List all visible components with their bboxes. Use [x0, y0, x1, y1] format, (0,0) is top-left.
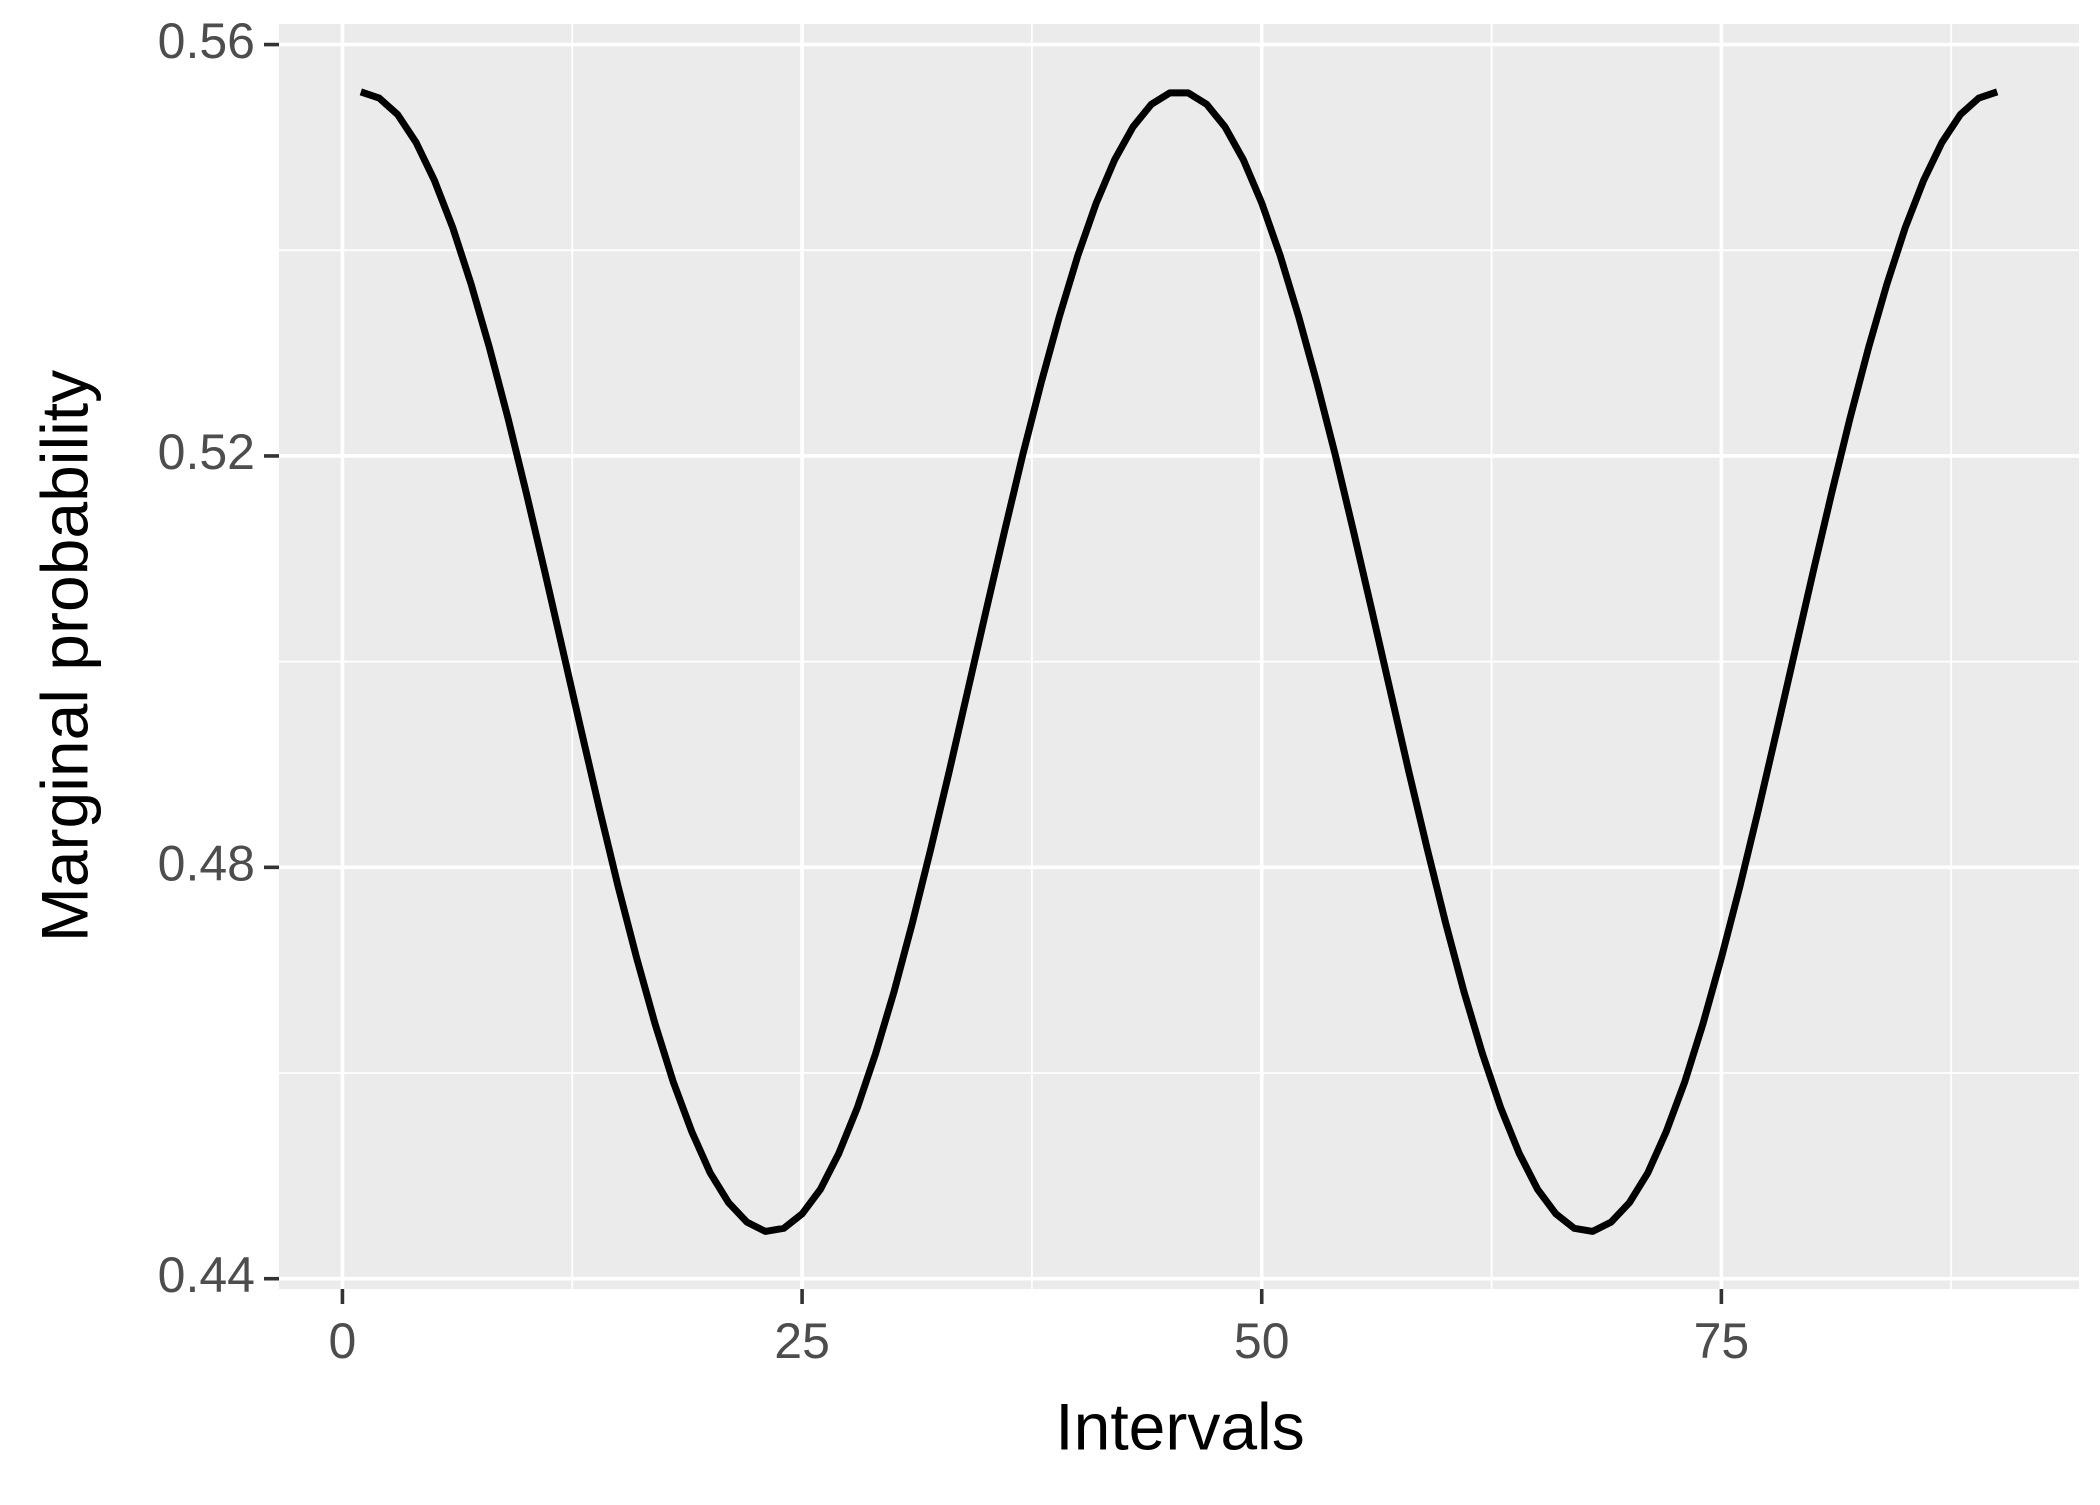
x-tick-label: 25	[774, 1313, 830, 1369]
y-tick-label: 0.44	[158, 1247, 255, 1303]
x-axis-title: Intervals	[1055, 1389, 1304, 1463]
y-tick-label: 0.56	[158, 13, 255, 69]
y-tick-label: 0.52	[158, 424, 255, 480]
y-tick-label: 0.48	[158, 836, 255, 892]
line	[359, 88, 1999, 1235]
x-tick-label: 50	[1234, 1313, 1290, 1369]
x-tick-label: 75	[1694, 1313, 1750, 1369]
x-tick-label: 0	[329, 1313, 357, 1369]
y-axis-title: Marginal probability	[27, 370, 101, 942]
panel	[279, 24, 2079, 1289]
